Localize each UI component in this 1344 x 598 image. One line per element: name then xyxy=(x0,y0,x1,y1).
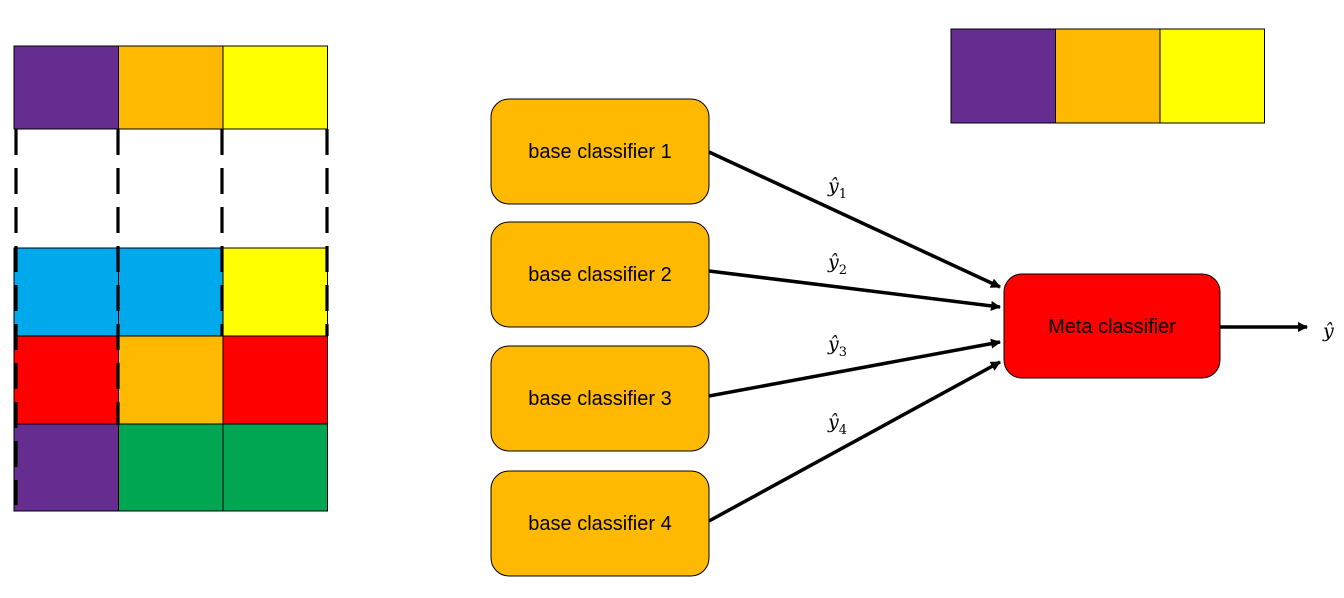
grid-cell-red xyxy=(222,335,328,425)
y-hat-1-label: ŷ1 xyxy=(827,175,847,202)
prediction-cell-yellow xyxy=(1159,28,1265,124)
grid-cell-orange xyxy=(118,45,224,130)
base-classifier-4-label: base classifier 4 xyxy=(528,513,671,535)
grid-cell-green xyxy=(118,423,224,512)
base-classifier-2-box xyxy=(490,221,710,328)
y-hat-2-label: ŷ2 xyxy=(827,251,847,278)
base-classifier-1-box xyxy=(490,98,710,205)
y-hat-3-label: ŷ3 xyxy=(827,333,847,360)
grid-cell-red xyxy=(13,335,119,425)
grid-cell-blue xyxy=(118,247,224,337)
grid-cell-purple xyxy=(13,45,119,130)
arrow-base-2-to-meta xyxy=(708,269,1001,311)
base-classifier-1-label: base classifier 1 xyxy=(528,141,671,163)
grid-cell-orange xyxy=(118,335,224,425)
base-classifier-2-label: base classifier 2 xyxy=(528,264,671,286)
data-grid xyxy=(13,45,329,512)
grid-cell-yellow xyxy=(222,45,328,130)
base-classifier-3-label: base classifier 3 xyxy=(528,388,671,410)
prediction-cell-orange xyxy=(1055,28,1161,124)
classifier-boxes: base classifier 1 base classifier 2 base c… xyxy=(490,98,1221,577)
meta-classifier-label: Meta classifier xyxy=(1048,316,1176,338)
y-hat-output-label: ŷ xyxy=(1322,320,1334,342)
prediction-cell-purple xyxy=(950,28,1056,124)
meta-classifier-box xyxy=(1003,273,1221,379)
base-classifier-4-box xyxy=(490,470,710,577)
grid-cell-green xyxy=(222,423,328,512)
arrow-base-4-to-meta xyxy=(708,360,1001,523)
arrow-base-1-to-meta xyxy=(708,150,1001,289)
prediction-row xyxy=(950,28,1265,124)
y-hat-4-label: ŷ4 xyxy=(827,411,847,438)
base-classifier-3-box xyxy=(490,345,710,452)
grid-cell-purple xyxy=(13,423,119,512)
grid-cell-yellow xyxy=(222,247,328,337)
arrow-base-3-to-meta xyxy=(708,338,1001,398)
grid-cell-blue xyxy=(13,247,119,337)
